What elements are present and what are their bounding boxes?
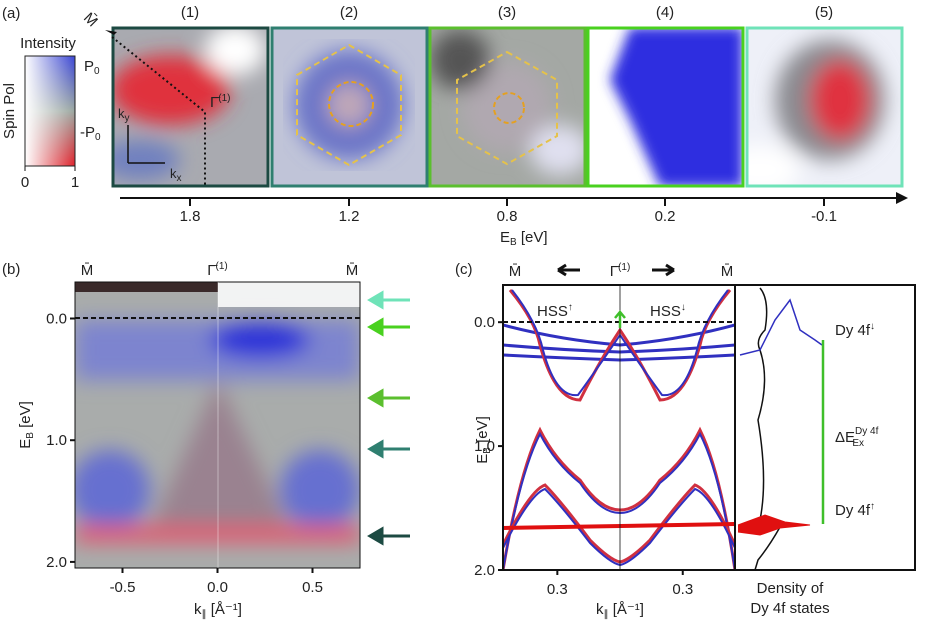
tick-label: 1 — [71, 174, 79, 191]
x-axis-label: k∥ [Å⁻¹] — [194, 601, 242, 620]
x-tick-label: 0.3 — [547, 581, 568, 598]
energy-arrow — [367, 388, 410, 408]
energy-tick-label: -0.1 — [811, 208, 837, 225]
energy-arrow — [367, 439, 410, 459]
dos-curve — [754, 287, 782, 571]
dos-down — [739, 298, 823, 356]
tile-frame — [428, 26, 587, 188]
y-tick-label: 0.0 — [474, 314, 495, 331]
direction-arrows — [557, 263, 675, 277]
y-axis-label: EB [eV] — [474, 416, 493, 464]
symmetry-label: Γ̄(1) — [207, 261, 228, 279]
energy-arrow — [367, 317, 410, 337]
x-axis-label: k∥ [Å⁻¹] — [596, 601, 644, 620]
dy-up: Dy 4f↑ — [835, 501, 875, 519]
symmetry-label: M̄ — [81, 262, 94, 279]
axes-arrows — [127, 125, 165, 164]
tile-label: (2) — [340, 4, 358, 21]
x-tick-label: -0.5 — [110, 579, 136, 596]
symmetry-label: M̄ — [509, 263, 522, 280]
arrow-head — [105, 30, 117, 35]
gamma-label: Γ̄(1) — [210, 93, 231, 111]
frame — [502, 284, 916, 571]
map-2 — [271, 27, 427, 187]
x-tick-label: 0.0 — [207, 579, 228, 596]
map-4 — [587, 27, 743, 187]
arpes-map — [75, 282, 360, 568]
hss-down: HSS↓ — [650, 302, 686, 320]
y-tick-label: 1.0 — [46, 432, 67, 449]
symmetry-label: M̄ — [346, 262, 359, 279]
tick-label: 0 — [21, 174, 29, 191]
y-tick-label: 2.0 — [474, 562, 495, 579]
tile-label: (5) — [815, 4, 833, 21]
tile-label: (3) — [498, 4, 516, 21]
dy-down: Dy 4f↓ — [835, 321, 875, 339]
colorbar-overlay — [24, 55, 76, 167]
tile-frame — [270, 26, 429, 188]
delta-label: ΔEDy 4f Ex — [835, 426, 879, 449]
map-3 — [429, 27, 585, 187]
x-tick-label: 0.5 — [302, 579, 323, 596]
panel-label: (b) — [2, 261, 20, 278]
symmetry-label: M̄ — [721, 263, 734, 280]
energy-tick-label: 0.2 — [655, 208, 676, 225]
tile-frame — [745, 26, 904, 188]
colorbar-top: P0 — [84, 58, 100, 77]
y-tick-label: 2.0 — [46, 554, 67, 571]
ky-label: ky — [118, 106, 130, 124]
energy-tick-label: 1.2 — [339, 208, 360, 225]
x-tick-label: 0.3 — [672, 581, 693, 598]
y-tick-label: 1.0 — [474, 438, 495, 455]
band-structure — [503, 289, 735, 570]
colorbar-bottom: -P0 — [80, 124, 101, 143]
tile-frame — [111, 26, 270, 188]
tile-frame — [586, 26, 745, 188]
colorbar-title: Intensity — [20, 35, 76, 52]
energy-label: EB [eV] — [500, 229, 548, 248]
green-arrow — [614, 310, 626, 328]
dos-label: Dy 4f states — [750, 600, 829, 617]
map-1 — [112, 27, 268, 187]
panel-label: (c) — [455, 261, 473, 278]
tile-label: (1) — [181, 4, 199, 21]
energy-arrow — [367, 290, 410, 310]
hss-up: HSS↑ — [537, 302, 573, 320]
tile-label: (4) — [656, 4, 674, 21]
energy-arrow — [367, 526, 410, 546]
panel-label: (a) — [2, 5, 20, 22]
m-label: M̄ — [80, 9, 101, 30]
energy-axis-arrow — [896, 192, 908, 204]
colorbar-axis-label: Spin Pol — [1, 83, 18, 139]
y-tick-label: 0.0 — [46, 311, 67, 328]
energy-tick-label: 1.8 — [180, 208, 201, 225]
y-axis-label: EB [eV] — [17, 401, 36, 449]
energy-tick-label: 0.8 — [497, 208, 518, 225]
symmetry-label: Γ̄(1) — [610, 262, 631, 280]
kx-label: kx — [170, 166, 182, 184]
dos-label: Density of — [757, 580, 825, 597]
map-5 — [746, 27, 903, 187]
dos-up — [737, 514, 811, 536]
